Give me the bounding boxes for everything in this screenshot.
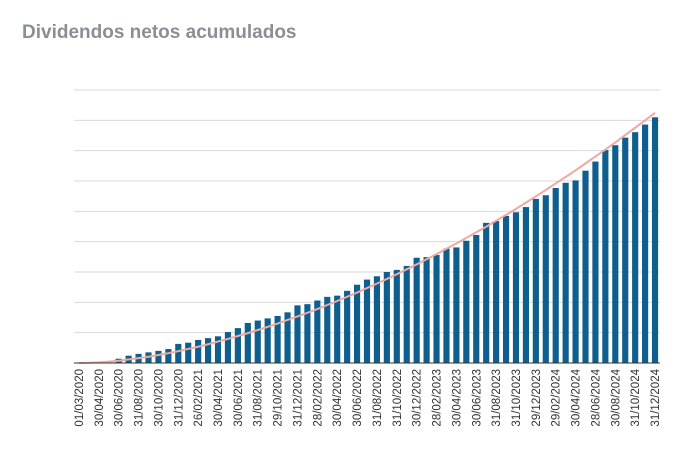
bar xyxy=(632,132,639,363)
bar xyxy=(224,332,232,363)
bar xyxy=(185,342,192,363)
bar xyxy=(512,212,520,363)
bar xyxy=(205,338,212,363)
bar xyxy=(383,272,390,363)
trendline xyxy=(78,111,656,364)
bar xyxy=(274,315,281,363)
bar xyxy=(423,257,430,363)
bar xyxy=(522,207,529,363)
bar xyxy=(214,336,222,363)
x-tick-label: 28/02/2022 xyxy=(312,369,324,427)
bar xyxy=(502,215,510,363)
bar xyxy=(443,248,450,363)
bar xyxy=(294,305,301,363)
bar xyxy=(324,296,331,363)
x-tick-label: 31/12/2024 xyxy=(650,368,662,426)
bar xyxy=(344,290,351,363)
bar xyxy=(165,349,172,363)
x-tick-label: 30/04/2020 xyxy=(94,369,106,427)
x-tick-label: 30/08/2024 xyxy=(610,368,622,426)
bar xyxy=(453,247,460,363)
x-tick-label: 30/04/2022 xyxy=(332,369,344,427)
x-tick-label: 30/12/2022 xyxy=(412,369,424,427)
bar xyxy=(612,145,619,363)
bar xyxy=(433,255,440,363)
bar xyxy=(493,221,500,363)
bar xyxy=(413,257,420,363)
x-tick-label: 30/06/2021 xyxy=(233,369,245,427)
x-tick-label: 31/12/2021 xyxy=(292,369,304,427)
bar xyxy=(353,284,361,363)
bar xyxy=(175,343,182,363)
x-tick-label: 30/04/2021 xyxy=(213,369,225,427)
bar xyxy=(592,161,599,363)
x-tick-label: 30/10/2020 xyxy=(153,369,165,427)
bar xyxy=(473,234,480,363)
bar xyxy=(363,279,371,363)
bar xyxy=(284,312,291,363)
x-tick-label: 29/10/2021 xyxy=(273,369,285,427)
bar xyxy=(314,300,321,363)
x-tick-label: 31/12/2020 xyxy=(173,369,185,427)
x-tick-label: 01/03/2020 xyxy=(74,369,86,427)
bar xyxy=(572,180,579,363)
bar xyxy=(403,265,410,363)
x-tick-labels: 01/03/2020 30/04/2020 30/06/2020 31/08/2020… xyxy=(74,368,662,426)
bar xyxy=(195,339,202,363)
bar xyxy=(264,318,271,363)
bar xyxy=(562,182,569,363)
x-tick-label: 26/02/2021 xyxy=(193,369,205,427)
x-tick-label: 30/06/2023 xyxy=(471,369,483,427)
x-tick-label: 31/10/2022 xyxy=(392,369,404,427)
x-tick-label: 29/02/2024 xyxy=(551,368,563,426)
bar xyxy=(483,222,490,363)
x-tick-label: 31/08/2022 xyxy=(372,369,384,427)
bar xyxy=(542,195,549,363)
x-tick-label: 28/02/2023 xyxy=(432,369,444,427)
bar xyxy=(155,350,162,363)
bar xyxy=(552,187,559,363)
bar xyxy=(304,304,311,363)
bar xyxy=(244,322,251,363)
x-tick-label: 30/04/2024 xyxy=(571,368,583,426)
bar xyxy=(463,240,470,363)
x-tick-label: 30/04/2023 xyxy=(451,369,463,427)
x-tick-label: 31/08/2020 xyxy=(134,369,146,427)
bar xyxy=(651,117,659,363)
bar xyxy=(602,150,609,363)
bar xyxy=(622,137,629,363)
trendline-path xyxy=(78,111,656,364)
x-tick-label: 29/12/2023 xyxy=(531,369,543,427)
bar xyxy=(582,170,589,363)
x-tick-label: 30/06/2020 xyxy=(114,369,126,427)
bar xyxy=(334,295,341,363)
bar xyxy=(254,320,261,363)
x-tick-label: 31/10/2023 xyxy=(511,369,523,427)
bar xyxy=(393,269,400,363)
bar xyxy=(642,124,649,363)
bar xyxy=(373,276,381,363)
x-tick-label: 30/06/2022 xyxy=(352,369,364,427)
bar xyxy=(234,328,241,363)
x-tick-label: 31/08/2021 xyxy=(253,369,265,427)
x-tick-label: 31/08/2023 xyxy=(491,369,503,427)
bars xyxy=(115,117,659,363)
x-tick-label: 28/06/2024 xyxy=(590,368,602,426)
chart-title: Dividendos netos acumulados xyxy=(22,22,297,43)
x-tick-label: 31/10/2024 xyxy=(630,368,642,426)
bar xyxy=(532,198,539,363)
